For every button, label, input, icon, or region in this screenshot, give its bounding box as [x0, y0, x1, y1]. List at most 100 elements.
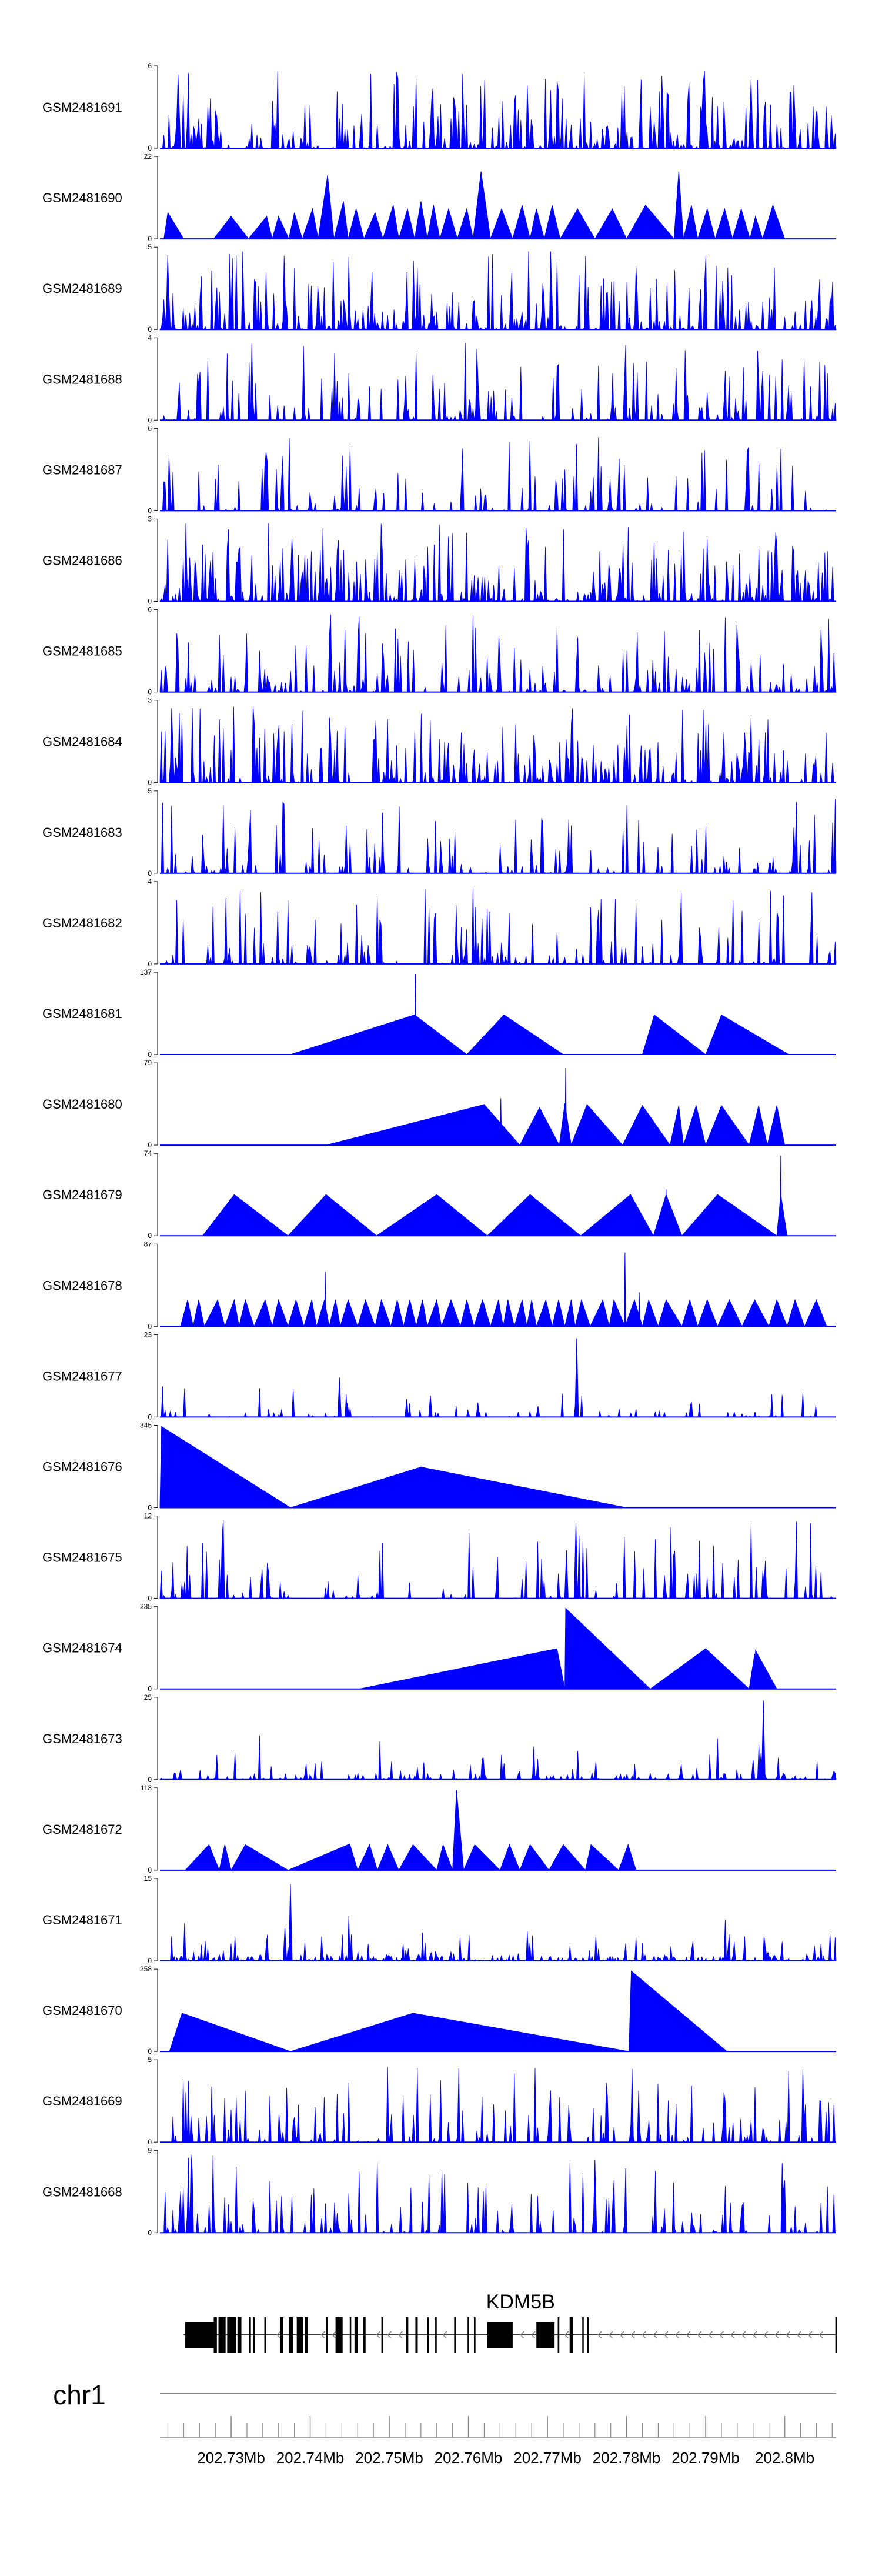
gene-exon: [473, 2317, 476, 2353]
signal-coverage: [159, 251, 837, 331]
signal-spike: [564, 1550, 569, 1599]
signal-peak: [732, 208, 751, 239]
gene-exon: [427, 2317, 429, 2353]
signal-peak: [705, 1105, 750, 1146]
signal-peak: [544, 205, 561, 239]
strand-chevron: [564, 2331, 569, 2339]
y-max-label: 6: [148, 606, 152, 614]
signal-peak: [326, 1104, 521, 1146]
signal-peak: [452, 1790, 465, 1871]
signal-peak: [457, 208, 474, 239]
gene-exon: [296, 2317, 303, 2353]
signal-peak: [460, 1300, 475, 1327]
signal-peak: [609, 1299, 626, 1327]
signal-peak: [536, 1299, 553, 1327]
signal-coverage: [160, 343, 837, 421]
gene-exon: [582, 2317, 584, 2353]
signal-peak: [512, 205, 531, 239]
y-max-label: 5: [148, 243, 152, 251]
signal-peak: [441, 1299, 461, 1327]
y-max-label: 6: [148, 62, 152, 70]
signal-peak: [624, 1252, 626, 1327]
signal-peak: [463, 1844, 501, 1871]
coordinate-tick-label: 202.76Mb: [435, 2449, 503, 2467]
y-zero-label: 0: [148, 235, 152, 243]
y-max-label: 258: [140, 1965, 152, 1973]
track-GSM2481677: GSM2481677 23 0: [42, 1330, 836, 1421]
signal-peak: [779, 1155, 782, 1236]
gene-track: KDM5B: [183, 2291, 837, 2353]
coordinate-tick-label: 202.77Mb: [513, 2449, 582, 2467]
y-max-label: 4: [148, 877, 152, 886]
gene-exon: [381, 2317, 383, 2353]
strand-chevron: [520, 2331, 524, 2339]
track-label: GSM2481676: [42, 1460, 122, 1474]
y-zero-label: 0: [148, 2138, 152, 2146]
signal-peak: [272, 1299, 289, 1327]
signal-peak: [559, 208, 596, 239]
gene-exon: [557, 2317, 560, 2353]
signal-coverage: [160, 888, 837, 965]
track-GSM2481691: GSM2481691 6 0: [42, 62, 837, 152]
gene-exon: [569, 2317, 573, 2353]
strand-chevron: [786, 2331, 790, 2339]
y-max-label: 113: [141, 1784, 152, 1792]
track-GSM2481682: GSM2481682 4 0: [42, 877, 837, 968]
track-label: GSM2481674: [42, 1641, 122, 1656]
signal-peak: [804, 1299, 827, 1327]
track-GSM2481672: GSM2481672 113 0: [42, 1784, 836, 1874]
strand-chevron: [597, 2331, 602, 2339]
track-label: GSM2481685: [42, 644, 122, 659]
track-label: GSM2481689: [42, 281, 122, 296]
track-GSM2481686: GSM2481686 3 0: [42, 515, 836, 606]
signal-peak: [363, 212, 383, 239]
track-label: GSM2481683: [42, 825, 122, 840]
track-GSM2481683: GSM2481683 5 0: [42, 787, 837, 877]
signal-peak: [570, 1104, 623, 1146]
signal-peak: [288, 212, 303, 239]
signal-peak: [786, 1299, 805, 1327]
track-GSM2481668: GSM2481668 9 0: [42, 2146, 836, 2237]
y-max-label: 3: [148, 696, 152, 705]
signal-coverage: [159, 1520, 836, 1599]
y-zero-label: 0: [148, 1776, 152, 1784]
y-zero-label: 0: [148, 1322, 152, 1330]
strand-chevron: [320, 2331, 325, 2339]
signal-peak: [333, 201, 349, 239]
signal-coverage: [159, 614, 837, 693]
signal-peak: [741, 1299, 770, 1327]
signal-peak: [192, 1300, 205, 1327]
gene-exon: [435, 2317, 437, 2353]
signal-peak: [762, 204, 786, 239]
signal-peak: [490, 208, 513, 239]
signal-peak: [329, 1300, 341, 1327]
signal-peak: [302, 208, 319, 239]
track-GSM2481681: GSM2481681 137 0: [42, 968, 836, 1059]
y-max-label: 9: [148, 2146, 152, 2154]
signal-peak: [681, 1194, 778, 1236]
signal-peak: [427, 205, 440, 239]
signal-peak: [436, 1843, 453, 1871]
track-label: GSM2481690: [42, 191, 122, 205]
gene-exon: [227, 2317, 236, 2353]
strand-chevron: [808, 2331, 813, 2339]
strand-chevron: [774, 2331, 779, 2339]
y-zero-label: 0: [148, 1504, 152, 1512]
signal-peak: [513, 1300, 527, 1327]
signal-peak: [618, 1843, 637, 1871]
signal-spike: [536, 1406, 540, 1417]
signal-peak: [642, 1014, 707, 1055]
strand-chevron: [797, 2331, 801, 2339]
y-zero-label: 0: [148, 1050, 152, 1059]
signal-coverage: [160, 1915, 837, 1962]
y-max-label: 345: [140, 1422, 152, 1430]
signal-peak: [184, 1844, 220, 1871]
track-label: GSM2481679: [42, 1187, 122, 1202]
signal-peak: [248, 215, 273, 239]
y-zero-label: 0: [148, 598, 152, 606]
gene-exon: [406, 2317, 409, 2353]
y-max-label: 5: [148, 2056, 152, 2064]
signal-peak: [717, 1299, 743, 1327]
y-zero-label: 0: [148, 1232, 152, 1240]
strand-chevron: [376, 2331, 380, 2339]
